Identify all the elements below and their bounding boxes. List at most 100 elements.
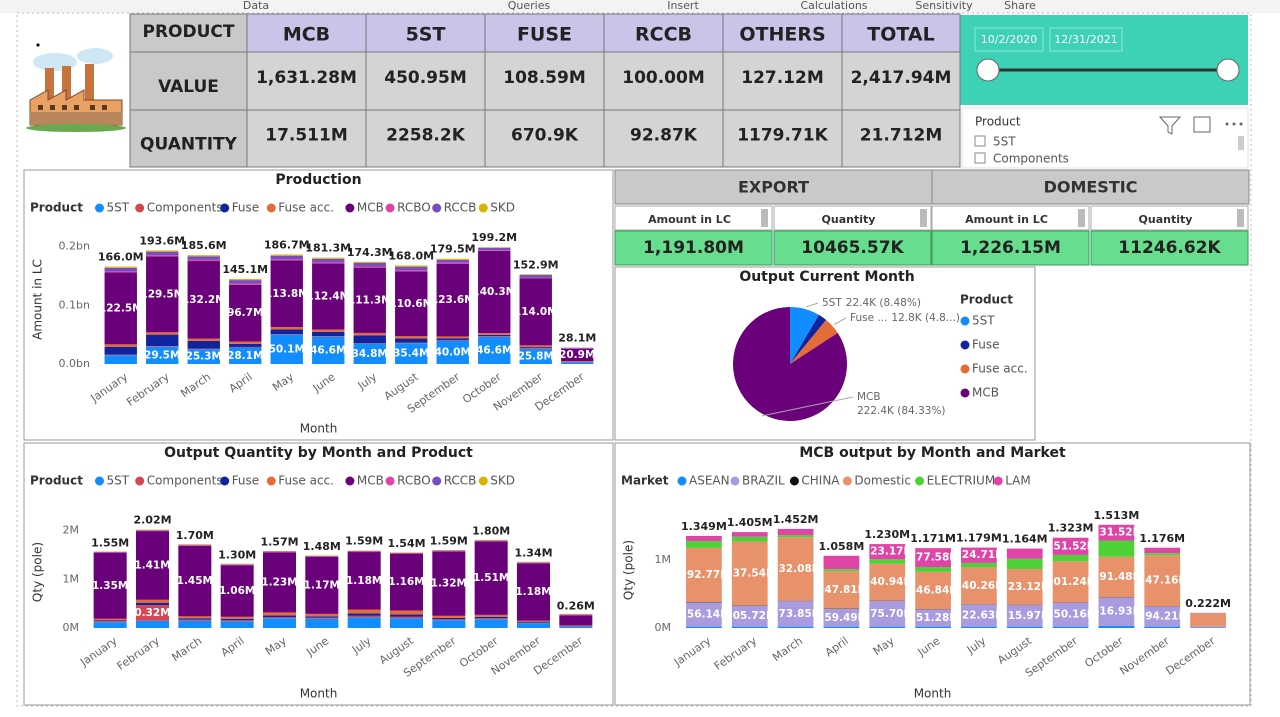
chart-title: MCB output by Month and Market [799, 445, 1066, 461]
bar-segment [686, 535, 722, 542]
focus-icon[interactable] [1193, 116, 1211, 133]
table-cell-text: 100.00M [622, 68, 705, 88]
ribbon-tab[interactable]: Sensitivity [915, 0, 973, 12]
legend-marker [266, 203, 276, 213]
slider-handle[interactable] [976, 58, 1000, 82]
ribbon-tab[interactable]: Share [1004, 0, 1036, 12]
bar-segment [135, 531, 170, 600]
table-header: RCCB [635, 24, 692, 46]
bar-segment [478, 334, 511, 337]
slice-label: MCB [857, 391, 881, 403]
field-label: Quantity [1139, 213, 1193, 226]
legend-marker [345, 203, 355, 213]
bar-segment [478, 250, 511, 334]
more-icon[interactable] [1225, 122, 1243, 126]
bar-segment [561, 361, 594, 362]
data-label: 259.49K [817, 612, 867, 624]
table-cell [246, 109, 367, 168]
checkbox[interactable] [974, 135, 986, 147]
bar-segment [178, 616, 212, 619]
table-header: OTHERS [739, 24, 825, 46]
bar-segment [478, 247, 511, 248]
data-label: 122.5M [99, 302, 143, 314]
bar-segment [1190, 613, 1226, 627]
bar-segment [519, 348, 552, 349]
slicer-item[interactable]: Components [993, 152, 1069, 166]
leader-line [761, 396, 854, 417]
bar-segment [1144, 626, 1181, 628]
checkbox[interactable] [974, 152, 986, 164]
bar-segment [146, 255, 179, 257]
field-label: Amount in LC [965, 213, 1048, 226]
field-value-box [773, 230, 932, 266]
bar-segment [961, 626, 997, 628]
ribbon-tab[interactable]: Queries [508, 0, 551, 12]
bar-segment [961, 567, 997, 605]
bar-segment [559, 615, 593, 626]
total-label: 1.171M [910, 532, 956, 545]
slicer-item[interactable]: 5ST [993, 135, 1016, 149]
bar-segment [187, 340, 220, 349]
legend-label: Fuse acc. [278, 201, 334, 215]
bar-segment [353, 335, 386, 344]
slider-handle[interactable] [1216, 58, 1240, 82]
ribbon-tab[interactable]: Calculations [800, 0, 867, 12]
bar-segment [823, 626, 860, 628]
bar-segment [1052, 602, 1089, 627]
table-cell-text: 92.87K [630, 126, 698, 146]
bar-segment [915, 548, 951, 568]
table-header: 5ST [406, 24, 446, 46]
table-cell [129, 51, 248, 111]
bar-segment [270, 329, 303, 335]
data-label: 1.18M [346, 575, 382, 587]
field-value-box [614, 230, 773, 266]
ribbon-tab[interactable]: Data [243, 0, 269, 12]
date-end[interactable]: 12/31/2021 [1054, 33, 1117, 46]
legend-marker [993, 476, 1003, 486]
bar-segment [389, 610, 424, 615]
bar-segment [135, 599, 170, 603]
ribbon-tab[interactable]: Insert [667, 0, 699, 12]
bar-segment [869, 626, 906, 628]
bar-segment [915, 567, 951, 572]
table-cell [722, 109, 843, 168]
bar-segment [353, 267, 386, 333]
data-label: 29.5M [144, 349, 180, 361]
bar-segment [270, 260, 303, 328]
data-label: 129.5M [140, 288, 184, 300]
chart-title: Output Quantity by Month and Product [164, 445, 473, 461]
bar-segment [395, 336, 428, 339]
bar-segment [519, 347, 552, 349]
bar-segment [1098, 540, 1135, 557]
bar-segment [777, 535, 814, 538]
bar-segment [262, 612, 297, 616]
bar-segment [686, 602, 722, 627]
data-label: 601.24K [1046, 576, 1096, 588]
bar-segment [270, 259, 303, 261]
legend-label: Fuse acc. [972, 362, 1028, 376]
ribbon-bar [0, 0, 1280, 13]
field-label: Amount in LC [648, 213, 731, 226]
bar-segment [104, 344, 137, 347]
bar-segment [187, 338, 220, 341]
bar-segment [474, 619, 508, 628]
date-slicer[interactable] [960, 15, 1248, 105]
data-label: 1.32M [431, 578, 467, 590]
filter-icon[interactable] [1158, 116, 1182, 135]
legend-label: Components [147, 201, 223, 215]
y-tick-label: 0.0bn [59, 357, 90, 370]
date-start[interactable]: 10/2/2020 [981, 33, 1037, 46]
y-tick-label: 0M [63, 621, 80, 634]
bar-segment [1006, 569, 1043, 605]
scroll-thumb [920, 209, 927, 227]
data-label: 50.1M [269, 343, 305, 355]
legend-marker [95, 203, 104, 213]
total-label: 168.0M [388, 249, 434, 262]
data-label: 251.52K [1046, 540, 1096, 552]
table-cell-text: 21.712M [860, 126, 943, 146]
total-label: 2.02M [133, 514, 171, 527]
data-label: 34.8M [352, 348, 388, 360]
product-slicer[interactable] [961, 107, 1249, 169]
table-cell-text: 1,631.28M [256, 68, 357, 88]
